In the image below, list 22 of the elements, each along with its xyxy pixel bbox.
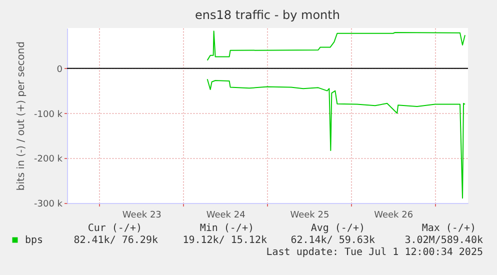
text: 62.14k/ 59.63k [290, 235, 375, 246]
legend-label: bps [25, 235, 44, 246]
text: 19.12k/ 15.12k [182, 235, 267, 246]
line-series [206, 30, 466, 61]
text: 82.41k/ 76.29k [74, 235, 158, 246]
y-tick-label: -100 k [34, 110, 64, 120]
y-axis-title: bits in (-) / out (+) per second [16, 41, 27, 191]
chart-title: ens18 traffic - by month [195, 8, 340, 22]
y-tick-label: 0 [56, 64, 63, 75]
x-tick-label: Week 23 [122, 210, 162, 220]
text: Avg (-/+) [310, 223, 365, 234]
text: Min (-/+) [200, 223, 254, 234]
text: Max (-/+) [422, 223, 476, 234]
x-tick-label: Week 26 [374, 210, 414, 220]
x-tick-label: Week 24 [206, 210, 246, 220]
y-tick-label: -200 k [34, 154, 64, 165]
text: Last update: Tue Jul 1 12:00:34 2025 [266, 247, 483, 258]
text: 3.02M/589.40k [404, 235, 483, 246]
line-series [206, 78, 466, 199]
y-tick-label: -300 k [34, 200, 64, 210]
text: Cur (-/+) [88, 223, 142, 234]
x-tick-label: Week 25 [290, 210, 330, 220]
